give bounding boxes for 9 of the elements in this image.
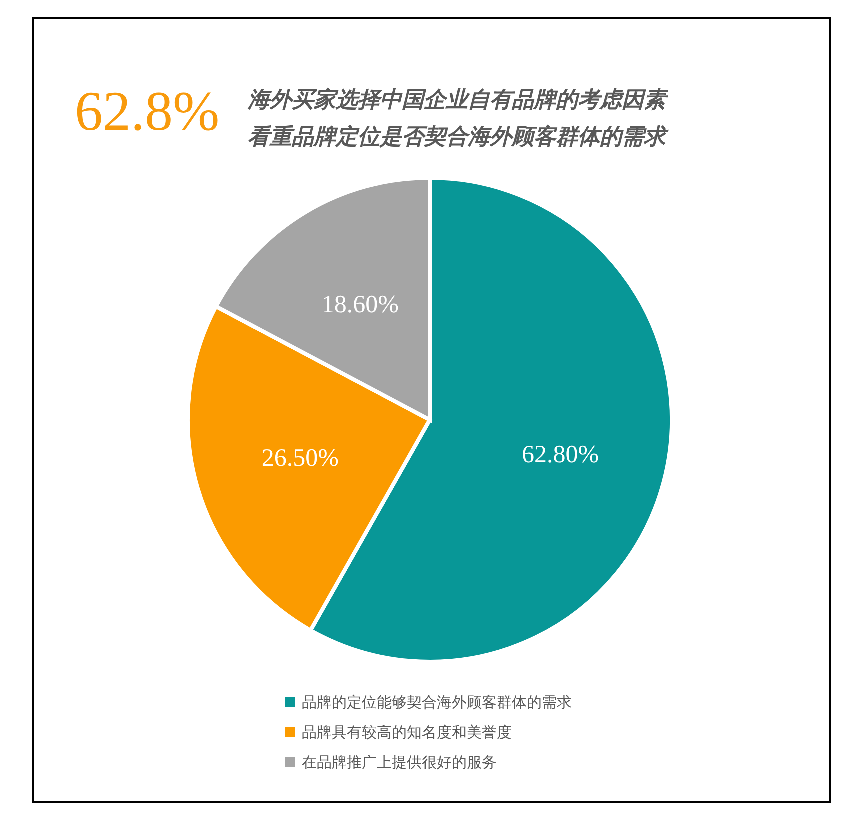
legend-label: 在品牌推广上提供很好的服务	[302, 754, 497, 772]
data-label: 18.60%	[322, 291, 399, 318]
legend-label: 品牌的定位能够契合海外顾客群体的需求	[302, 694, 572, 712]
data-label: 62.80%	[522, 441, 600, 468]
text: 62.8%	[75, 81, 220, 143]
data-label: 26.50%	[262, 444, 339, 472]
chart-title: 海外买家选择中国企业自有品牌的考虑因素	[247, 87, 669, 112]
legend-label: 品牌具有较高的知名度和美誉度	[302, 724, 512, 742]
chart-subtitle: 看重品牌定位是否契合海外顾客群体的需求	[248, 124, 669, 149]
